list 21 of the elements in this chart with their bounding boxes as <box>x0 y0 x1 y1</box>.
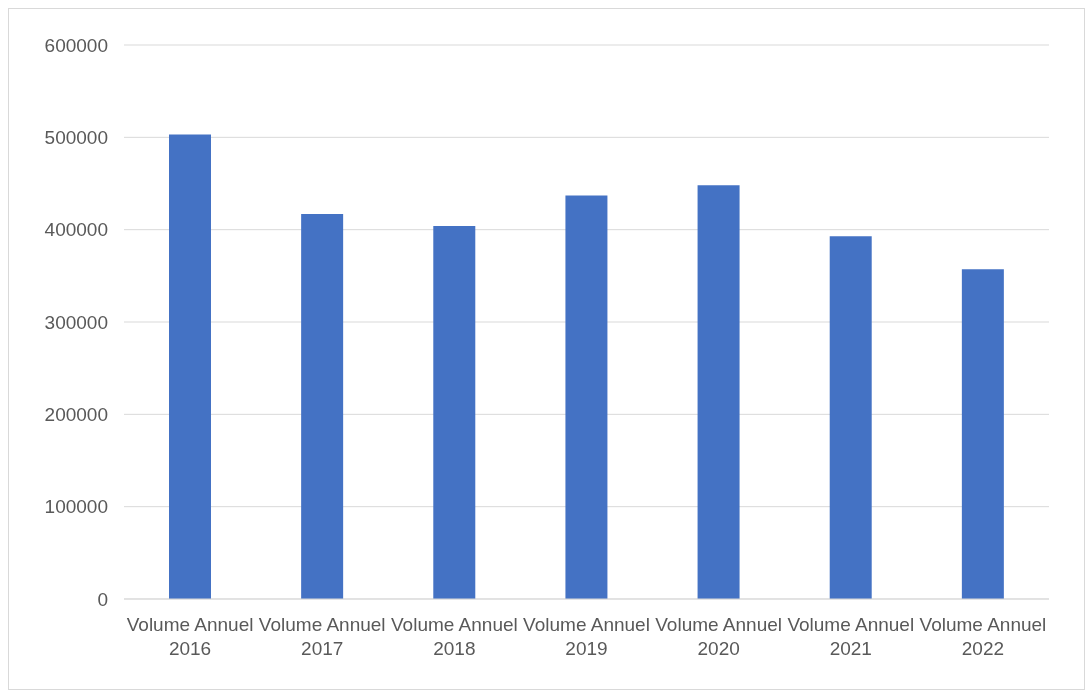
y-tick-label: 300000 <box>44 311 108 333</box>
bar <box>433 225 476 599</box>
x-tick-label: Volume Annuel 2020 <box>655 614 783 659</box>
y-tick-label: 200000 <box>44 404 108 426</box>
x-tick-label: Volume Annuel 2019 <box>523 614 650 659</box>
x-tick-label: Volume Annuel 2021 <box>787 614 915 659</box>
bar <box>697 185 740 599</box>
bar <box>169 134 211 599</box>
bar <box>961 269 1004 599</box>
y-tick-label: 500000 <box>44 127 108 149</box>
y-tick-label: 0 <box>97 588 108 610</box>
x-tick-label: Volume Annuel 2022 <box>919 614 1047 659</box>
bar <box>565 195 608 599</box>
y-tick-label: 600000 <box>44 34 108 56</box>
y-tick-label: 400000 <box>44 219 108 241</box>
bar <box>301 213 344 599</box>
x-tick-label: Volume Annuel 2016 <box>126 614 254 659</box>
y-tick-label: 100000 <box>44 496 108 518</box>
x-tick-label: Volume Annuel 2018 <box>390 614 518 659</box>
x-tick-label: Volume Annuel 2017 <box>258 614 386 659</box>
bar <box>829 236 872 599</box>
